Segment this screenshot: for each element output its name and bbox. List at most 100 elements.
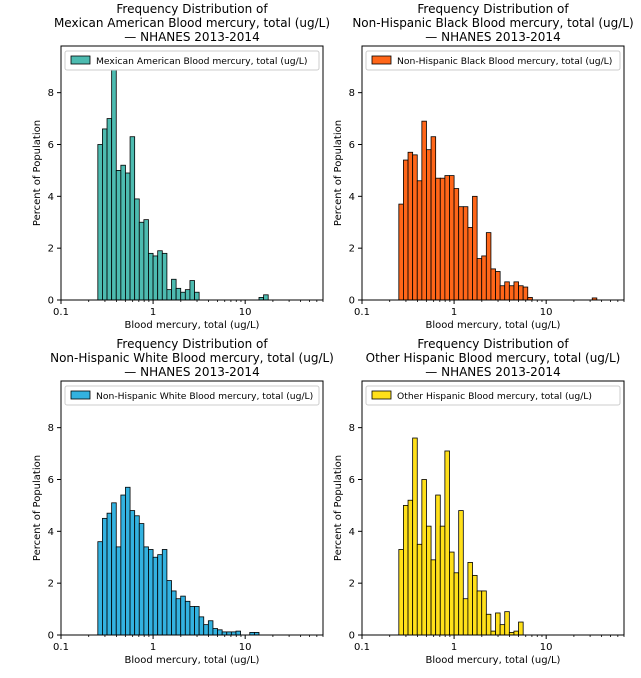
histogram-bar (138, 221, 145, 301)
histogram-bars (398, 437, 524, 636)
legend-swatch (371, 55, 392, 65)
histogram-bar (161, 549, 168, 636)
y-tick-label: 2 (349, 579, 355, 590)
chart-panel-1: Frequency Distribution of Non-Hispanic Bl… (333, 2, 634, 331)
histogram-bar (120, 164, 126, 301)
x-axis-label: Blood mercury, total (ug/L) (125, 655, 260, 666)
histogram-bar (134, 515, 140, 636)
histogram-bar (439, 177, 446, 301)
histogram-bar (462, 206, 469, 301)
histogram-bar (430, 136, 437, 301)
chart-panel-2: Frequency Distribution of Non-Hispanic Wh… (32, 337, 334, 666)
x-tick-label: 1 (451, 307, 457, 318)
y-tick-label: 8 (349, 88, 355, 99)
legend-box (365, 385, 621, 406)
plot-frame (60, 380, 324, 636)
x-axis-label: Blood mercury, total (ug/L) (426, 320, 561, 331)
histogram-bar (125, 172, 131, 301)
chart-title: Frequency Distribution of Other Hispanic … (366, 337, 621, 379)
y-tick-label: 2 (48, 244, 54, 255)
histogram-bar (435, 494, 441, 636)
x-tick-label: 10 (239, 307, 252, 318)
histogram-bar (490, 630, 496, 636)
histogram-bar (481, 590, 487, 636)
y-tick-label: 6 (349, 140, 355, 151)
y-tick-label: 4 (349, 527, 355, 538)
histogram-bar (522, 286, 529, 301)
histogram-bar (416, 543, 423, 636)
x-tick-label: 0.1 (354, 307, 370, 318)
y-tick-label: 8 (48, 423, 54, 434)
legend-box (64, 50, 320, 71)
histogram-bar (453, 572, 460, 636)
histogram-bar (115, 170, 122, 301)
histogram-bar (194, 606, 200, 636)
histogram-bar (157, 554, 163, 636)
y-tick-label: 4 (48, 192, 54, 203)
y-tick-label: 6 (349, 475, 355, 486)
histogram-bar (115, 546, 122, 636)
histogram-bar (495, 271, 501, 301)
histogram-bar (263, 294, 269, 301)
histogram-bar (490, 268, 496, 301)
x-axis-label: Blood mercury, total (ug/L) (426, 655, 561, 666)
y-tick-label: 4 (349, 192, 355, 203)
histogram-bar (518, 621, 524, 636)
histogram-bar (403, 159, 409, 301)
histogram-bar (444, 175, 450, 301)
histogram-bar (203, 624, 209, 636)
histogram-bar (481, 255, 487, 301)
legend: Non-Hispanic Black Blood mercury, total … (365, 50, 621, 71)
y-tick-label: 6 (48, 140, 54, 151)
histogram-bar (421, 120, 427, 301)
histogram-bar (472, 574, 478, 636)
y-tick-label: 0 (349, 631, 355, 642)
histogram-bar (175, 287, 182, 301)
histogram-bar (212, 628, 218, 636)
histogram-bar (485, 232, 492, 301)
legend: Mexican American Blood mercury, total (u… (64, 50, 320, 71)
plot-frame (361, 45, 625, 301)
plot-frame (60, 45, 324, 301)
histogram-bar (111, 63, 117, 301)
histogram-bar (184, 600, 191, 636)
histogram-bar (111, 502, 117, 636)
histogram-bar (217, 629, 223, 636)
x-tick-label: 0.1 (53, 307, 69, 318)
chart-title: Frequency Distribution of Non-Hispanic Wh… (50, 337, 334, 379)
histogram-bar (398, 549, 404, 636)
histogram-bar (129, 136, 136, 301)
histogram-bar (189, 606, 195, 636)
x-tick-label: 10 (540, 307, 553, 318)
histogram-bar (194, 291, 200, 301)
chart-panel-3: Frequency Distribution of Other Hispanic … (333, 337, 625, 666)
legend-box (64, 385, 320, 406)
histogram-bar (106, 118, 113, 301)
histogram-bar (485, 613, 492, 636)
x-tick-label: 10 (540, 642, 553, 653)
histogram-bar (458, 206, 464, 301)
histogram-bar (180, 291, 186, 301)
histogram-bar (476, 258, 483, 301)
chart-title: Frequency Distribution of Mexican America… (54, 2, 330, 44)
histogram-bar (430, 559, 437, 636)
histogram-bar (407, 151, 414, 301)
histogram-bar (143, 546, 149, 636)
y-tick-label: 2 (48, 579, 54, 590)
histogram-bar (171, 590, 177, 636)
legend-swatch (70, 55, 91, 65)
histogram-bar (499, 624, 506, 636)
histogram-bar (97, 541, 103, 636)
histogram-bar (120, 494, 126, 636)
histogram-bar (97, 144, 103, 301)
y-tick-label: 0 (48, 296, 54, 307)
histogram-bars (97, 486, 260, 636)
histogram-bar (235, 630, 241, 636)
histogram-bar (453, 188, 460, 301)
x-tick-label: 1 (150, 642, 156, 653)
histogram-bar (148, 252, 154, 301)
y-tick-label: 8 (349, 423, 355, 434)
y-axis-label: Percent of Population (32, 455, 43, 561)
histogram-bar (449, 175, 455, 301)
